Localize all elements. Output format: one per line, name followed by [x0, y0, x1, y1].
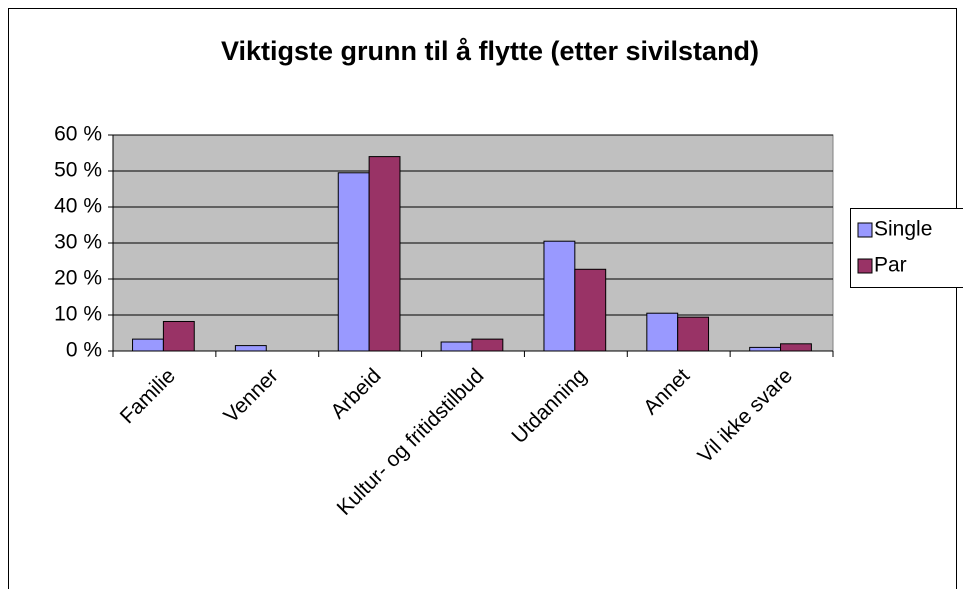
y-tick-label: 10 % [54, 303, 102, 326]
bar [337, 172, 370, 352]
bar [234, 345, 267, 352]
bar [574, 268, 607, 352]
y-tick-label: 40 % [54, 195, 102, 218]
legend-label: Single [874, 218, 932, 241]
bar [132, 338, 164, 352]
y-tick-label: 0 % [66, 339, 102, 362]
bar [780, 343, 812, 352]
y-tick-label: 50 % [54, 159, 102, 182]
bar [440, 341, 473, 352]
legend-label: Par [874, 254, 907, 277]
y-tick-label: 60 % [54, 123, 102, 146]
legend-swatch [857, 258, 873, 274]
bar [471, 338, 504, 352]
legend-box [850, 208, 963, 288]
bar [646, 312, 679, 352]
legend-swatch [857, 222, 873, 238]
bar [749, 346, 782, 352]
bar [677, 316, 710, 352]
bar [162, 320, 195, 352]
bar [368, 156, 401, 352]
y-tick-label: 20 % [54, 267, 102, 290]
chart-title: Viktigste grunn til å flytte (etter sivi… [221, 36, 759, 66]
bar [543, 240, 576, 352]
y-tick-label: 30 % [54, 231, 102, 254]
